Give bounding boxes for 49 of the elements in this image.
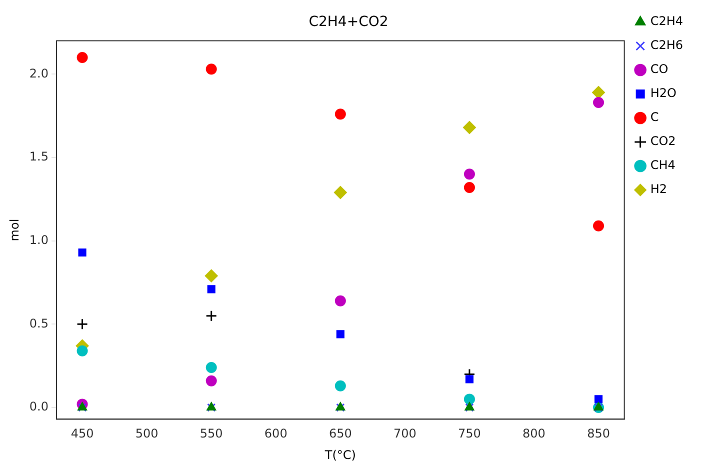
legend-label: H2O <box>650 86 676 100</box>
point <box>334 186 347 199</box>
point <box>592 86 606 99</box>
point <box>206 375 217 386</box>
y-tick-label: 1.5 <box>29 150 48 164</box>
chart-title: C2H4+CO2 <box>308 14 388 30</box>
x-tick-label: 700 <box>393 426 416 441</box>
point <box>336 330 344 338</box>
legend-label: C2H4 <box>650 14 683 28</box>
point <box>204 269 218 282</box>
y-tick-label: 1.0 <box>29 232 48 247</box>
point <box>206 64 217 75</box>
legend-label: CO2 <box>650 134 676 148</box>
x-tick-label: 450 <box>70 426 94 441</box>
point <box>206 310 218 322</box>
y-tick-label: 0.5 <box>29 316 48 330</box>
point <box>76 318 88 330</box>
y-axis-title: mol <box>7 218 22 242</box>
x-tick-label: 550 <box>200 426 223 441</box>
point <box>207 285 216 294</box>
legend-label: CH4 <box>650 158 676 172</box>
point <box>464 182 475 193</box>
x-tick-label: 750 <box>458 426 481 441</box>
legend-label: C2H6 <box>650 38 683 52</box>
point <box>76 52 88 63</box>
x-tick-label: 500 <box>135 426 158 441</box>
point <box>593 96 604 108</box>
x-tick-label: 850 <box>587 426 610 441</box>
x-axis-title: T(°C) <box>324 448 356 462</box>
point <box>76 345 88 356</box>
point <box>78 248 86 257</box>
point <box>334 108 346 120</box>
x-tick-label: 800 <box>522 426 546 441</box>
point <box>334 380 346 392</box>
point <box>594 395 603 404</box>
x-tick-label: 650 <box>328 426 352 441</box>
point <box>465 375 474 384</box>
point <box>593 220 604 232</box>
point <box>464 168 475 180</box>
point <box>206 362 217 374</box>
legend-label: H2 <box>650 182 667 196</box>
point <box>464 394 475 405</box>
x-tick-label: 600 <box>264 426 288 441</box>
point <box>462 120 476 134</box>
point <box>334 295 346 306</box>
y-tick-label: 2.0 <box>29 66 48 80</box>
legend-label: CO <box>650 62 668 76</box>
legend-label: C <box>650 110 659 124</box>
y-tick-label: 0.0 <box>29 400 48 414</box>
